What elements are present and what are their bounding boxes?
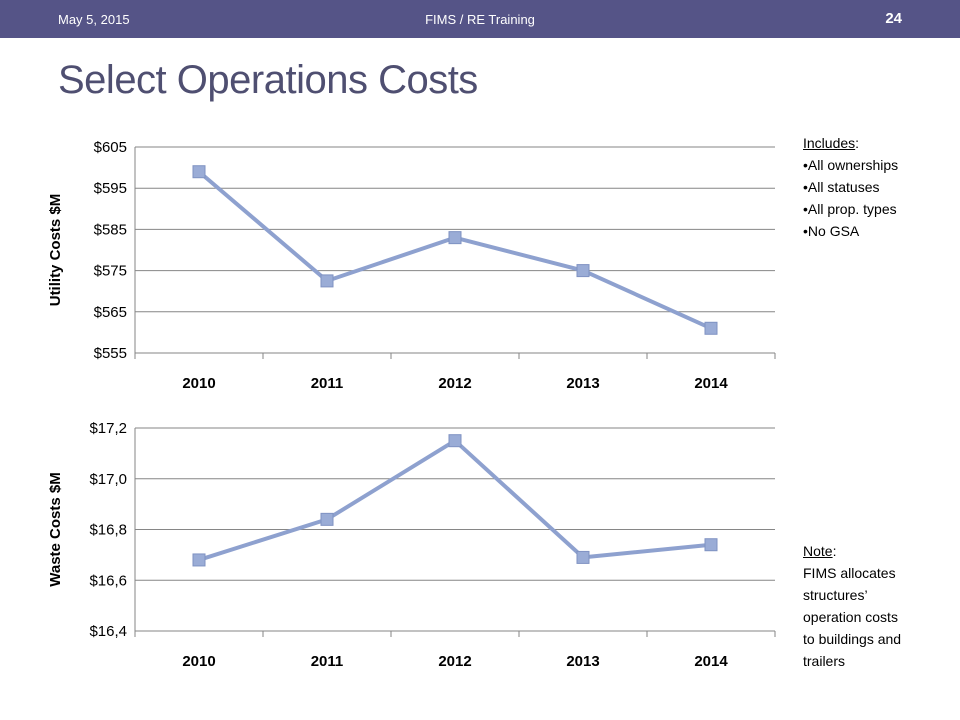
note-line: FIMS allocates: [803, 565, 896, 581]
y-tick-label: $595: [94, 180, 127, 197]
data-point-marker: [320, 274, 334, 288]
note-heading: Note: [803, 543, 833, 559]
x-tick-label: 2011: [311, 653, 344, 670]
note-line: structures’: [803, 587, 868, 603]
y-axis-title: Utility Costs $M: [47, 194, 64, 307]
y-tick-label: $16,8: [89, 522, 127, 539]
y-tick-label: $16,6: [89, 572, 127, 589]
slide-page-number: 24: [885, 10, 902, 27]
x-tick-label: 2010: [182, 375, 215, 392]
y-tick-label: $16,4: [89, 623, 127, 640]
note-line: operation costs: [803, 609, 898, 625]
data-point-marker: [576, 264, 590, 278]
data-point-marker: [448, 231, 462, 245]
x-tick-label: 2010: [182, 653, 215, 670]
y-axis-title: Waste Costs $M: [47, 472, 64, 586]
series-line: [197, 170, 712, 331]
includes-item: All statuses: [803, 176, 898, 198]
slide-date: May 5, 2015: [58, 12, 130, 27]
y-tick-label: $585: [94, 221, 127, 238]
note-box: Note: FIMS allocates structures’ operation…: [803, 540, 901, 672]
x-tick-label: 2011: [311, 375, 344, 392]
x-tick-label: 2013: [566, 375, 599, 392]
data-point-marker: [320, 512, 334, 526]
x-tick-label: 2012: [438, 653, 471, 670]
x-tick-label: 2013: [566, 653, 599, 670]
x-tick-label: 2012: [438, 375, 471, 392]
x-tick-label: 2014: [694, 375, 728, 392]
data-point-marker: [192, 553, 206, 567]
includes-item: All ownerships: [803, 154, 898, 176]
x-tick-label: 2014: [694, 653, 728, 670]
includes-list: All ownershipsAll statusesAll prop. type…: [803, 154, 898, 242]
y-tick-label: $565: [94, 304, 127, 321]
series-line: [198, 438, 712, 562]
note-line: trailers: [803, 653, 846, 669]
y-tick-label: $555: [94, 345, 127, 362]
y-tick-label: $17,0: [89, 471, 127, 488]
data-point-marker: [704, 321, 718, 335]
y-tick-label: $605: [94, 139, 127, 156]
includes-box: Includes: All ownershipsAll statusesAll …: [803, 132, 898, 242]
slide-title: Select Operations Costs: [58, 58, 478, 102]
y-tick-label: $17,2: [89, 420, 127, 437]
slide-header-bar: May 5, 2015 FIMS / RE Training 24: [0, 0, 960, 38]
y-tick-label: $575: [94, 263, 127, 280]
note-line: to buildings and: [803, 631, 902, 647]
includes-heading: Includes: [803, 135, 856, 151]
slide-footer-title: FIMS / RE Training: [425, 12, 535, 27]
data-point-marker: [448, 434, 462, 448]
includes-item: No GSA: [803, 220, 898, 242]
data-point-marker: [192, 165, 206, 179]
includes-item: All prop. types: [803, 198, 898, 220]
data-point-marker: [704, 538, 718, 552]
data-point-marker: [576, 550, 590, 564]
note-text: FIMS allocates structures’ operation costs…: [803, 562, 901, 672]
